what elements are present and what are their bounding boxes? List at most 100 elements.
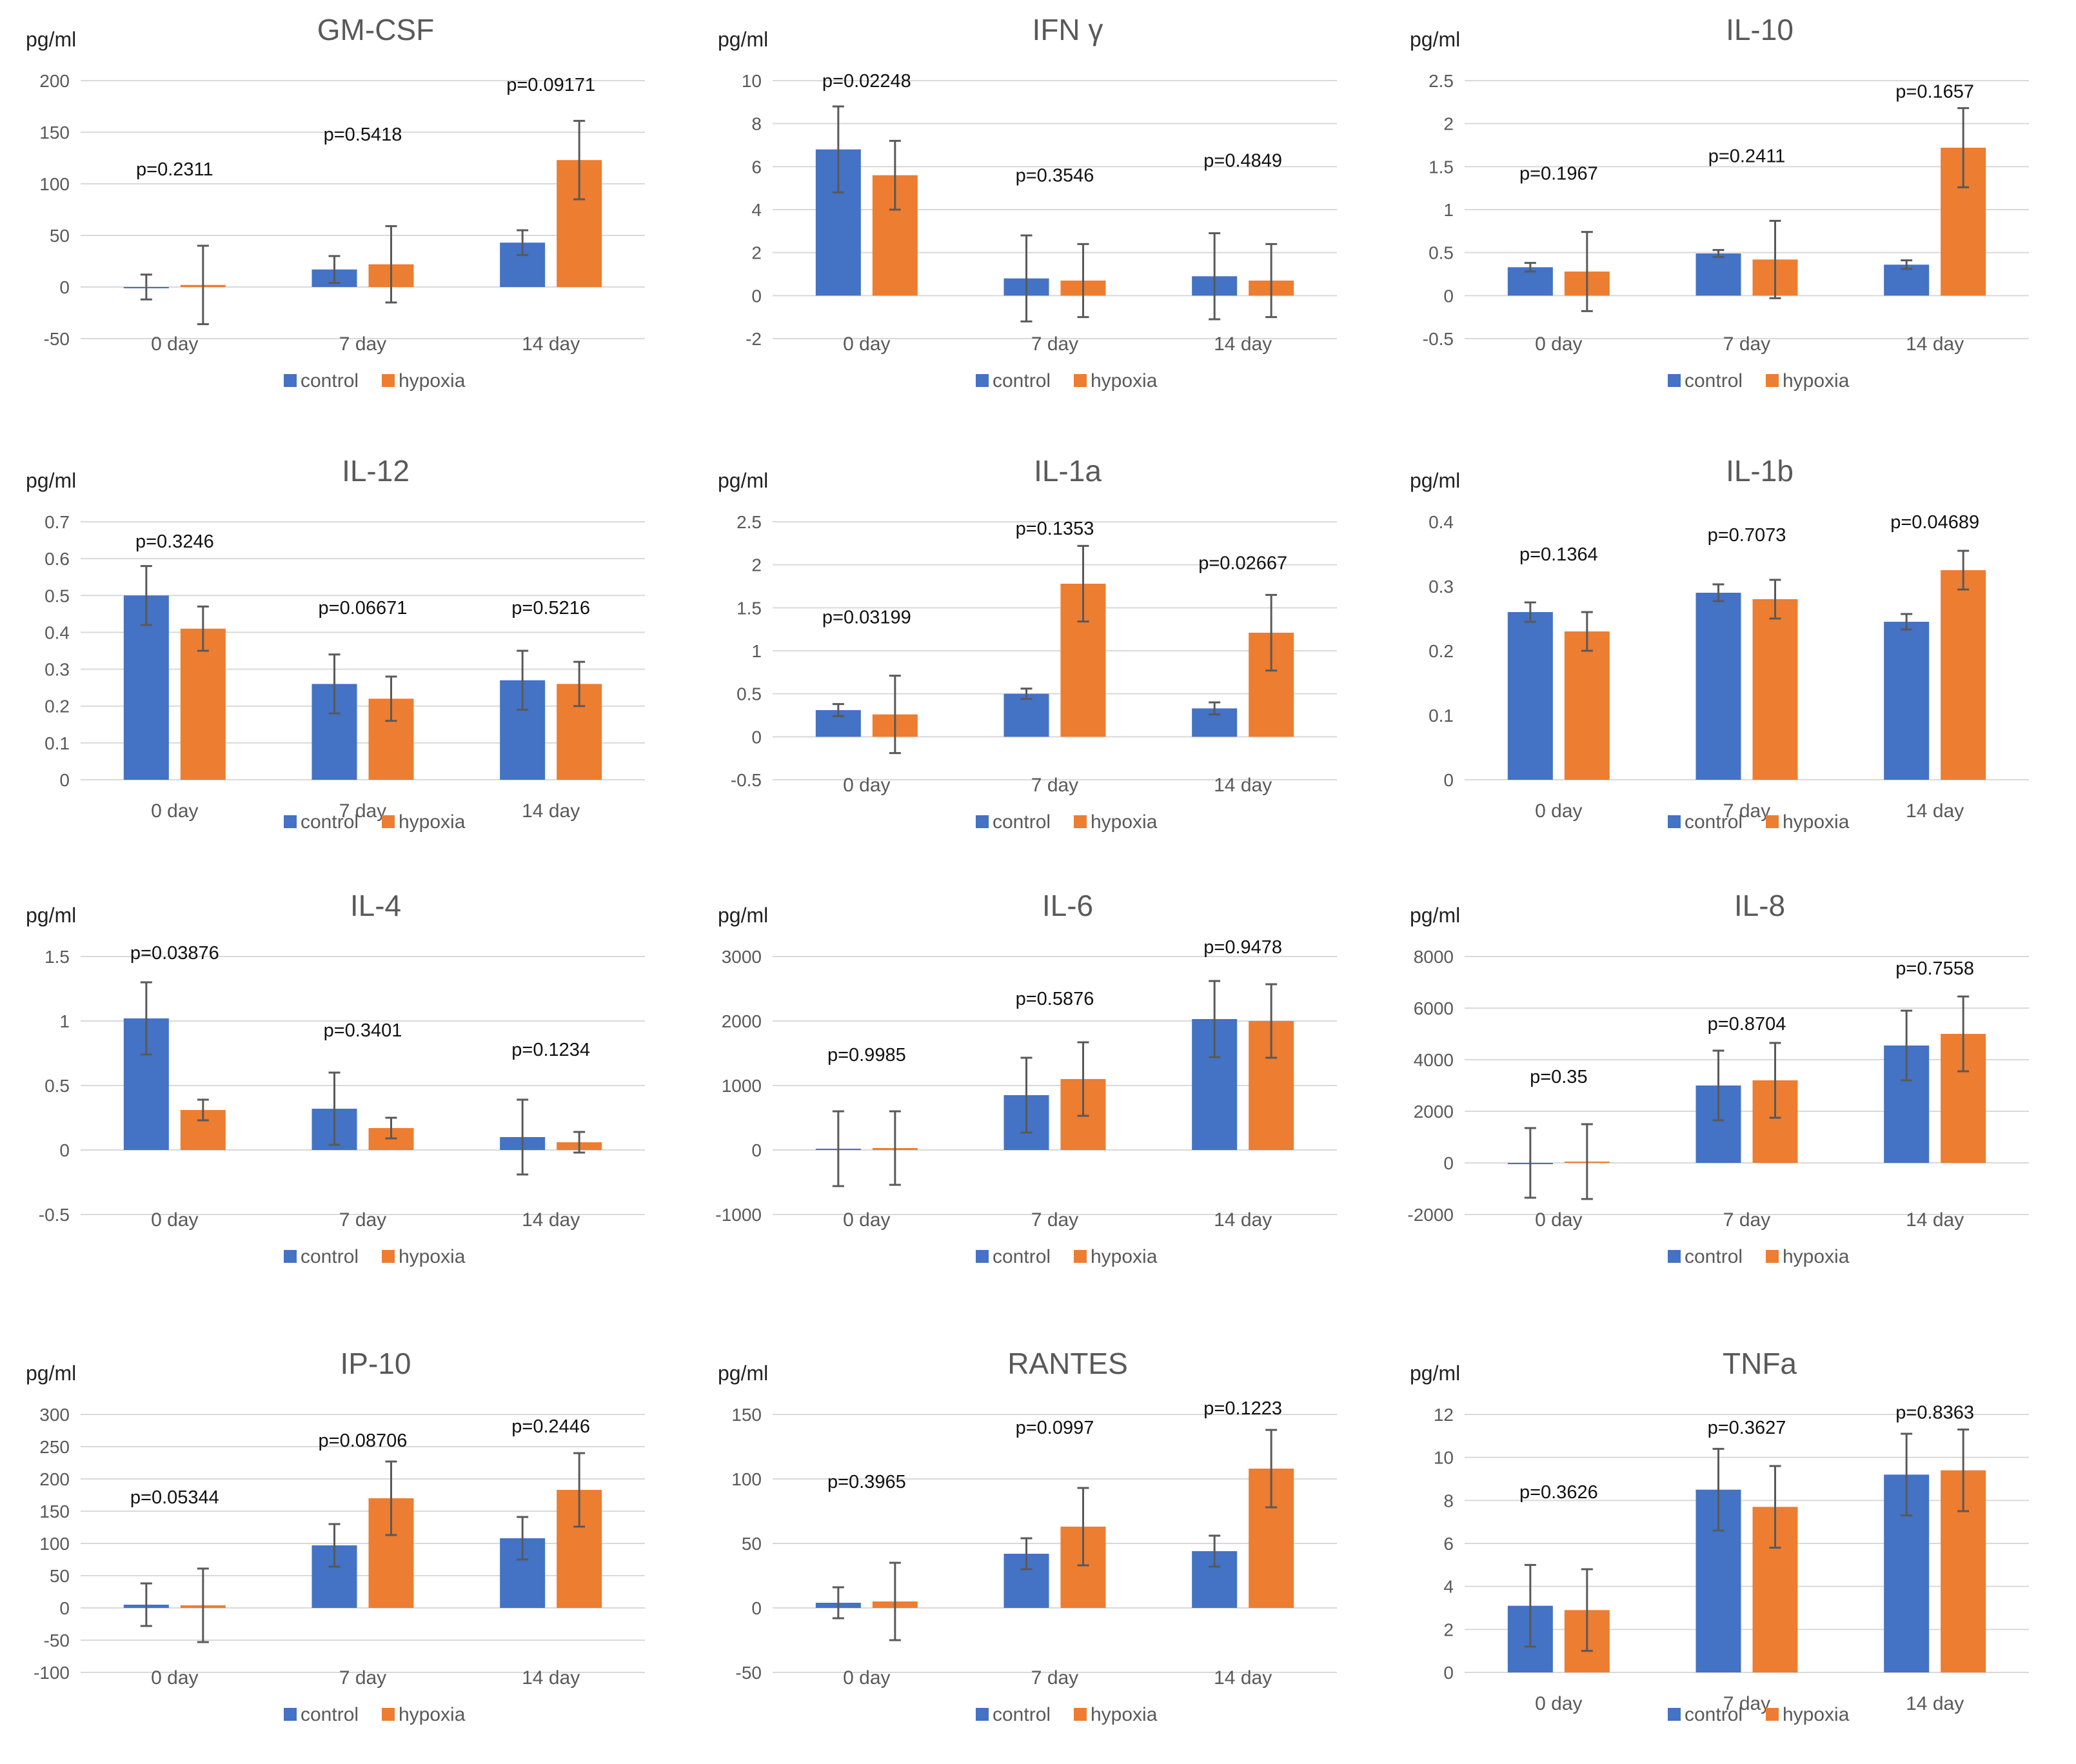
chart-il-10-category-label: 7 day — [1723, 333, 1770, 355]
chart-il-1b-tick-label: 0.3 — [1428, 577, 1454, 597]
chart-gm-csf-tick-label: 50 — [50, 226, 70, 246]
chart-il-6-tick-label: 3000 — [722, 947, 762, 967]
chart-tnfa-tick-label: 2 — [1443, 1620, 1454, 1640]
chart-il-4-tick-label: 0.5 — [44, 1076, 70, 1096]
chart-rantes-legend-hypoxia-swatch — [1074, 1708, 1087, 1721]
chart-il-12-legend-hypoxia: hypoxia — [399, 811, 466, 833]
chart-ip-10-tick-label: -100 — [34, 1663, 70, 1683]
chart-il-12-legend-control: control — [301, 811, 359, 833]
chart-gm-csf-tick-label: 0 — [59, 277, 70, 297]
chart-il-8-unit-label: pg/ml — [1410, 904, 1460, 927]
chart-rantes-tick-label: 0 — [751, 1598, 762, 1618]
chart-tnfa-category-label: 0 day — [1535, 1693, 1582, 1714]
chart-il-12-tick-label: 0.1 — [44, 733, 70, 753]
chart-gm-csf-unit-label: pg/ml — [26, 28, 76, 51]
chart-il-12-tick-label: 0.4 — [44, 622, 70, 642]
chart-ifn-pvalue: p=0.3546 — [1016, 166, 1094, 186]
chart-ip-10-legend-hypoxia-swatch — [382, 1708, 395, 1721]
chart-ifn-tick-label: 6 — [751, 157, 762, 177]
chart-tnfa-legend-control: control — [1685, 1704, 1743, 1725]
chart-il-6-category-label: 7 day — [1031, 1209, 1078, 1231]
chart-il-1b-tick-label: 0.1 — [1428, 706, 1454, 726]
chart-ifn-legend-hypoxia-swatch — [1074, 374, 1087, 387]
chart-tnfa-panel: TNFa pg/ml 0 2 4 6 8 10 12 0 day p=0.3626 7 day p=0.… — [1410, 1347, 2029, 1725]
chart-il-12-tick-label: 0 — [59, 770, 70, 790]
chart-il-10-legend-control: control — [1685, 370, 1743, 391]
chart-ifn-panel: IFN γ pg/ml -2 0 2 4 6 8 10 0 day p=0.02248 7 day p=… — [718, 13, 1337, 391]
chart-tnfa-legend-hypoxia: hypoxia — [1783, 1704, 1850, 1725]
chart-il-1b-tick-label: 0 — [1443, 770, 1454, 790]
chart-il-1b-legend-hypoxia: hypoxia — [1783, 811, 1850, 833]
chart-il-1a-tick-label: 1.5 — [736, 598, 762, 618]
chart-il-4-category-label: 7 day — [339, 1209, 386, 1231]
chart-il-1a-tick-label: 0 — [751, 727, 762, 747]
chart-tnfa-legend-control-swatch — [1668, 1708, 1681, 1721]
chart-tnfa-category-label: 7 day — [1723, 1693, 1770, 1714]
chart-gm-csf-legend-control: control — [301, 370, 359, 391]
chart-il-6-tick-label: -1000 — [715, 1205, 762, 1225]
chart-ifn-legend-hypoxia: hypoxia — [1091, 370, 1158, 391]
chart-il-10-tick-label: 2 — [1443, 114, 1454, 134]
chart-il-1b-pvalue: p=0.7073 — [1708, 525, 1786, 546]
chart-il-1b-legend-control: control — [1685, 811, 1743, 833]
chart-ip-10-tick-label: 0 — [59, 1598, 70, 1618]
chart-il-10-tick-label: 0 — [1443, 286, 1454, 306]
chart-il-10-category-label: 0 day — [1535, 333, 1582, 355]
chart-il-1b-panel: IL-1b pg/ml 0 0.1 0.2 0.3 0.4 0 day p=0.1364 7 da… — [1410, 454, 2029, 833]
chart-ifn-legend-control: control — [993, 370, 1051, 391]
chart-il-1b-bar-control-1 — [1695, 593, 1741, 780]
chart-il-10-tick-label: 0.5 — [1428, 243, 1454, 263]
chart-ip-10-tick-label: 300 — [39, 1405, 70, 1425]
chart-gm-csf-title: GM-CSF — [317, 13, 434, 46]
chart-ip-10-category-label: 0 day — [151, 1667, 198, 1689]
chart-ip-10-legend-hypoxia: hypoxia — [399, 1704, 466, 1725]
chart-il-1a-legend-control-swatch — [976, 815, 989, 828]
chart-tnfa-tick-label: 12 — [1434, 1405, 1454, 1425]
chart-il-6-category-label: 14 day — [1214, 1209, 1272, 1231]
chart-il-1b-category-label: 14 day — [1906, 800, 1964, 822]
chart-ifn-tick-label: 2 — [751, 243, 762, 263]
chart-il-1a-pvalue: p=0.1353 — [1016, 519, 1094, 539]
chart-il-12-tick-label: 0.2 — [44, 697, 70, 717]
chart-tnfa-category-label: 14 day — [1906, 1693, 1964, 1714]
chart-ip-10-tick-label: -50 — [44, 1630, 70, 1650]
chart-rantes-pvalue: p=0.1223 — [1203, 1398, 1282, 1419]
chart-ip-10-tick-label: 250 — [39, 1437, 70, 1457]
chart-gm-csf-pvalue: p=0.5418 — [324, 124, 402, 145]
chart-rantes-legend-hypoxia: hypoxia — [1091, 1704, 1158, 1725]
chart-rantes-unit-label: pg/ml — [718, 1362, 768, 1385]
chart-il-1b-legend-control-swatch — [1668, 815, 1681, 828]
chart-il-1b-bar-control-0 — [1507, 612, 1553, 780]
chart-il-12-category-label: 14 day — [522, 800, 580, 822]
chart-il-10-panel: IL-10 pg/ml -0.5 0 0.5 1 1.5 2 2.5 0 day p=0.1967 7… — [1410, 13, 2029, 391]
chart-rantes-category-label: 7 day — [1031, 1667, 1078, 1689]
chart-il-1a-title: IL-1a — [1034, 454, 1102, 488]
chart-tnfa-legend-hypoxia-swatch — [1766, 1708, 1779, 1721]
chart-il-1a-tick-label: 0.5 — [736, 684, 762, 704]
chart-ip-10-unit-label: pg/ml — [26, 1362, 76, 1385]
chart-il-10-pvalue: p=0.1657 — [1895, 82, 1974, 103]
chart-il-8-legend-control-swatch — [1668, 1250, 1681, 1263]
chart-gm-csf-legend-control-swatch — [284, 374, 297, 387]
chart-il-6-tick-label: 2000 — [722, 1011, 762, 1031]
chart-il-6-title: IL-6 — [1042, 889, 1093, 922]
chart-il-10-unit-label: pg/ml — [1410, 28, 1460, 51]
chart-il-4-pvalue: p=0.03876 — [130, 943, 219, 964]
chart-rantes-title: RANTES — [1007, 1347, 1128, 1380]
chart-il-1a-category-label: 7 day — [1031, 775, 1078, 796]
chart-rantes-category-label: 0 day — [843, 1667, 890, 1689]
chart-il-1b-tick-label: 0.2 — [1428, 641, 1454, 661]
chart-il-10-pvalue: p=0.2411 — [1708, 146, 1786, 167]
chart-rantes-legend-control: control — [993, 1704, 1051, 1725]
chart-tnfa-tick-label: 8 — [1443, 1491, 1454, 1511]
chart-il-8-category-label: 7 day — [1723, 1209, 1770, 1231]
chart-il-8-legend-control: control — [1685, 1246, 1743, 1267]
chart-il-1a-legend-hypoxia: hypoxia — [1091, 811, 1158, 833]
chart-ip-10-title: IP-10 — [341, 1347, 411, 1380]
chart-il-1a-tick-label: 1 — [751, 641, 762, 661]
chart-ip-10-tick-label: 150 — [39, 1501, 70, 1521]
chart-il-1a-pvalue: p=0.02667 — [1198, 553, 1287, 573]
chart-ip-10-legend-control: control — [301, 1704, 359, 1725]
chart-il-12-bar-hypoxia-0 — [180, 628, 226, 780]
chart-il-1a-tick-label: 2.5 — [736, 512, 762, 532]
